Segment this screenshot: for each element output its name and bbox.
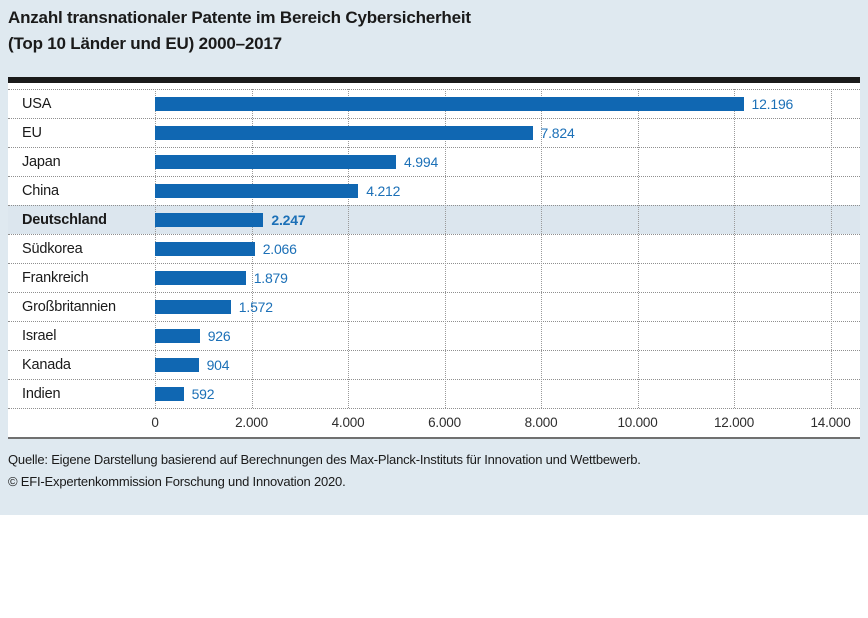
bar-value-label: 4.212 bbox=[366, 183, 401, 199]
category-label: Japan bbox=[22, 154, 61, 170]
bar-chart: USA 12.196 EU 7.824 Japan 4.994 China 4.212 Deut… bbox=[8, 83, 860, 437]
chart-row: Japan 4.994 bbox=[8, 147, 860, 176]
bar-value-label: 7.824 bbox=[540, 125, 575, 141]
bar bbox=[155, 126, 533, 140]
x-tick-label: 14.000 bbox=[810, 415, 851, 430]
bar-track: 1.572 bbox=[155, 293, 860, 321]
category-label: EU bbox=[22, 125, 42, 141]
title-divider-rule bbox=[8, 77, 860, 83]
category-label: Israel bbox=[22, 328, 57, 344]
category-label: Indien bbox=[22, 386, 61, 402]
chart-row: Großbritannien 1.572 bbox=[8, 292, 860, 321]
chart-row: Südkorea 2.066 bbox=[8, 234, 860, 263]
x-tick-label: 8.000 bbox=[524, 415, 558, 430]
x-tick-label: 10.000 bbox=[617, 415, 658, 430]
bar-value-label: 12.196 bbox=[751, 96, 794, 112]
bar-value-label: 1.879 bbox=[253, 270, 288, 286]
category-label: China bbox=[22, 183, 59, 199]
bar bbox=[155, 358, 199, 372]
bar bbox=[155, 329, 200, 343]
bar-value-label: 1.572 bbox=[238, 299, 273, 315]
bar-value-label: 2.066 bbox=[262, 241, 297, 257]
category-label: Südkorea bbox=[22, 241, 83, 257]
bar-track: 12.196 bbox=[155, 90, 860, 118]
bar-track: 592 bbox=[155, 380, 860, 408]
footer: Quelle: Eigene Darstellung basierend auf… bbox=[0, 439, 868, 493]
x-tick-label: 6.000 bbox=[428, 415, 461, 430]
source-text: Quelle: Eigene Darstellung basierend auf… bbox=[8, 452, 641, 467]
copyright-text: © EFI-Expertenkommission Forschung und I… bbox=[8, 474, 346, 489]
bar bbox=[155, 271, 246, 285]
figure-panel: Anzahl transnationaler Patente im Bereic… bbox=[0, 0, 868, 515]
chart-row: Frankreich 1.879 bbox=[8, 263, 860, 292]
bar-value-label: 4.994 bbox=[404, 154, 439, 170]
x-tick-label: 0 bbox=[151, 415, 159, 430]
chart-title-line1: Anzahl transnationaler Patente im Bereic… bbox=[8, 8, 471, 27]
bar-track: 1.879 bbox=[155, 264, 860, 292]
bar bbox=[155, 184, 359, 198]
title-block: Anzahl transnationaler Patente im Bereic… bbox=[0, 0, 868, 57]
chart-row: Israel 926 bbox=[8, 321, 860, 350]
bar-value-label: 926 bbox=[207, 328, 231, 344]
category-label: Großbritannien bbox=[22, 299, 116, 315]
bar-track: 7.824 bbox=[155, 119, 860, 147]
chart-row: EU 7.824 bbox=[8, 118, 860, 147]
bar-track: 4.212 bbox=[155, 177, 860, 205]
bar-track: 926 bbox=[155, 322, 860, 350]
axis-bottom-rule bbox=[8, 437, 860, 439]
bar bbox=[155, 242, 255, 256]
chart-row: Indien 592 bbox=[8, 379, 860, 408]
bar bbox=[155, 387, 184, 401]
bar-value-label: 904 bbox=[206, 357, 230, 373]
bar-track: 2.066 bbox=[155, 235, 860, 263]
category-label: Frankreich bbox=[22, 270, 89, 286]
bar bbox=[155, 155, 396, 169]
x-tick-label: 4.000 bbox=[331, 415, 365, 430]
category-label: USA bbox=[22, 96, 52, 112]
category-label: Deutschland bbox=[22, 212, 107, 228]
chart-row: China 4.212 bbox=[8, 176, 860, 205]
chart-rows: USA 12.196 EU 7.824 Japan 4.994 China 4.212 Deut… bbox=[8, 83, 860, 409]
x-tick-label: 12.000 bbox=[713, 415, 755, 430]
chart-row: Kanada 904 bbox=[8, 350, 860, 379]
bar-track: 2.247 bbox=[155, 206, 860, 234]
category-label: Kanada bbox=[22, 357, 71, 373]
chart-row: Deutschland 2.247 bbox=[8, 205, 860, 234]
bar-value-label: 2.247 bbox=[271, 212, 306, 228]
bar-track: 904 bbox=[155, 351, 860, 379]
chart-title-line2: (Top 10 Länder und EU) 2000–2017 bbox=[8, 34, 282, 53]
x-axis: 0 2.000 4.000 6.000 8.000 10.000 12.000 14.000 bbox=[8, 409, 860, 437]
chart-row: USA 12.196 bbox=[8, 89, 860, 118]
x-tick-label: 2.000 bbox=[235, 415, 268, 430]
bar-track: 4.994 bbox=[155, 148, 860, 176]
bar-value-label: 592 bbox=[191, 386, 215, 402]
bar bbox=[155, 213, 264, 227]
bar bbox=[155, 97, 744, 111]
bar bbox=[155, 300, 231, 314]
